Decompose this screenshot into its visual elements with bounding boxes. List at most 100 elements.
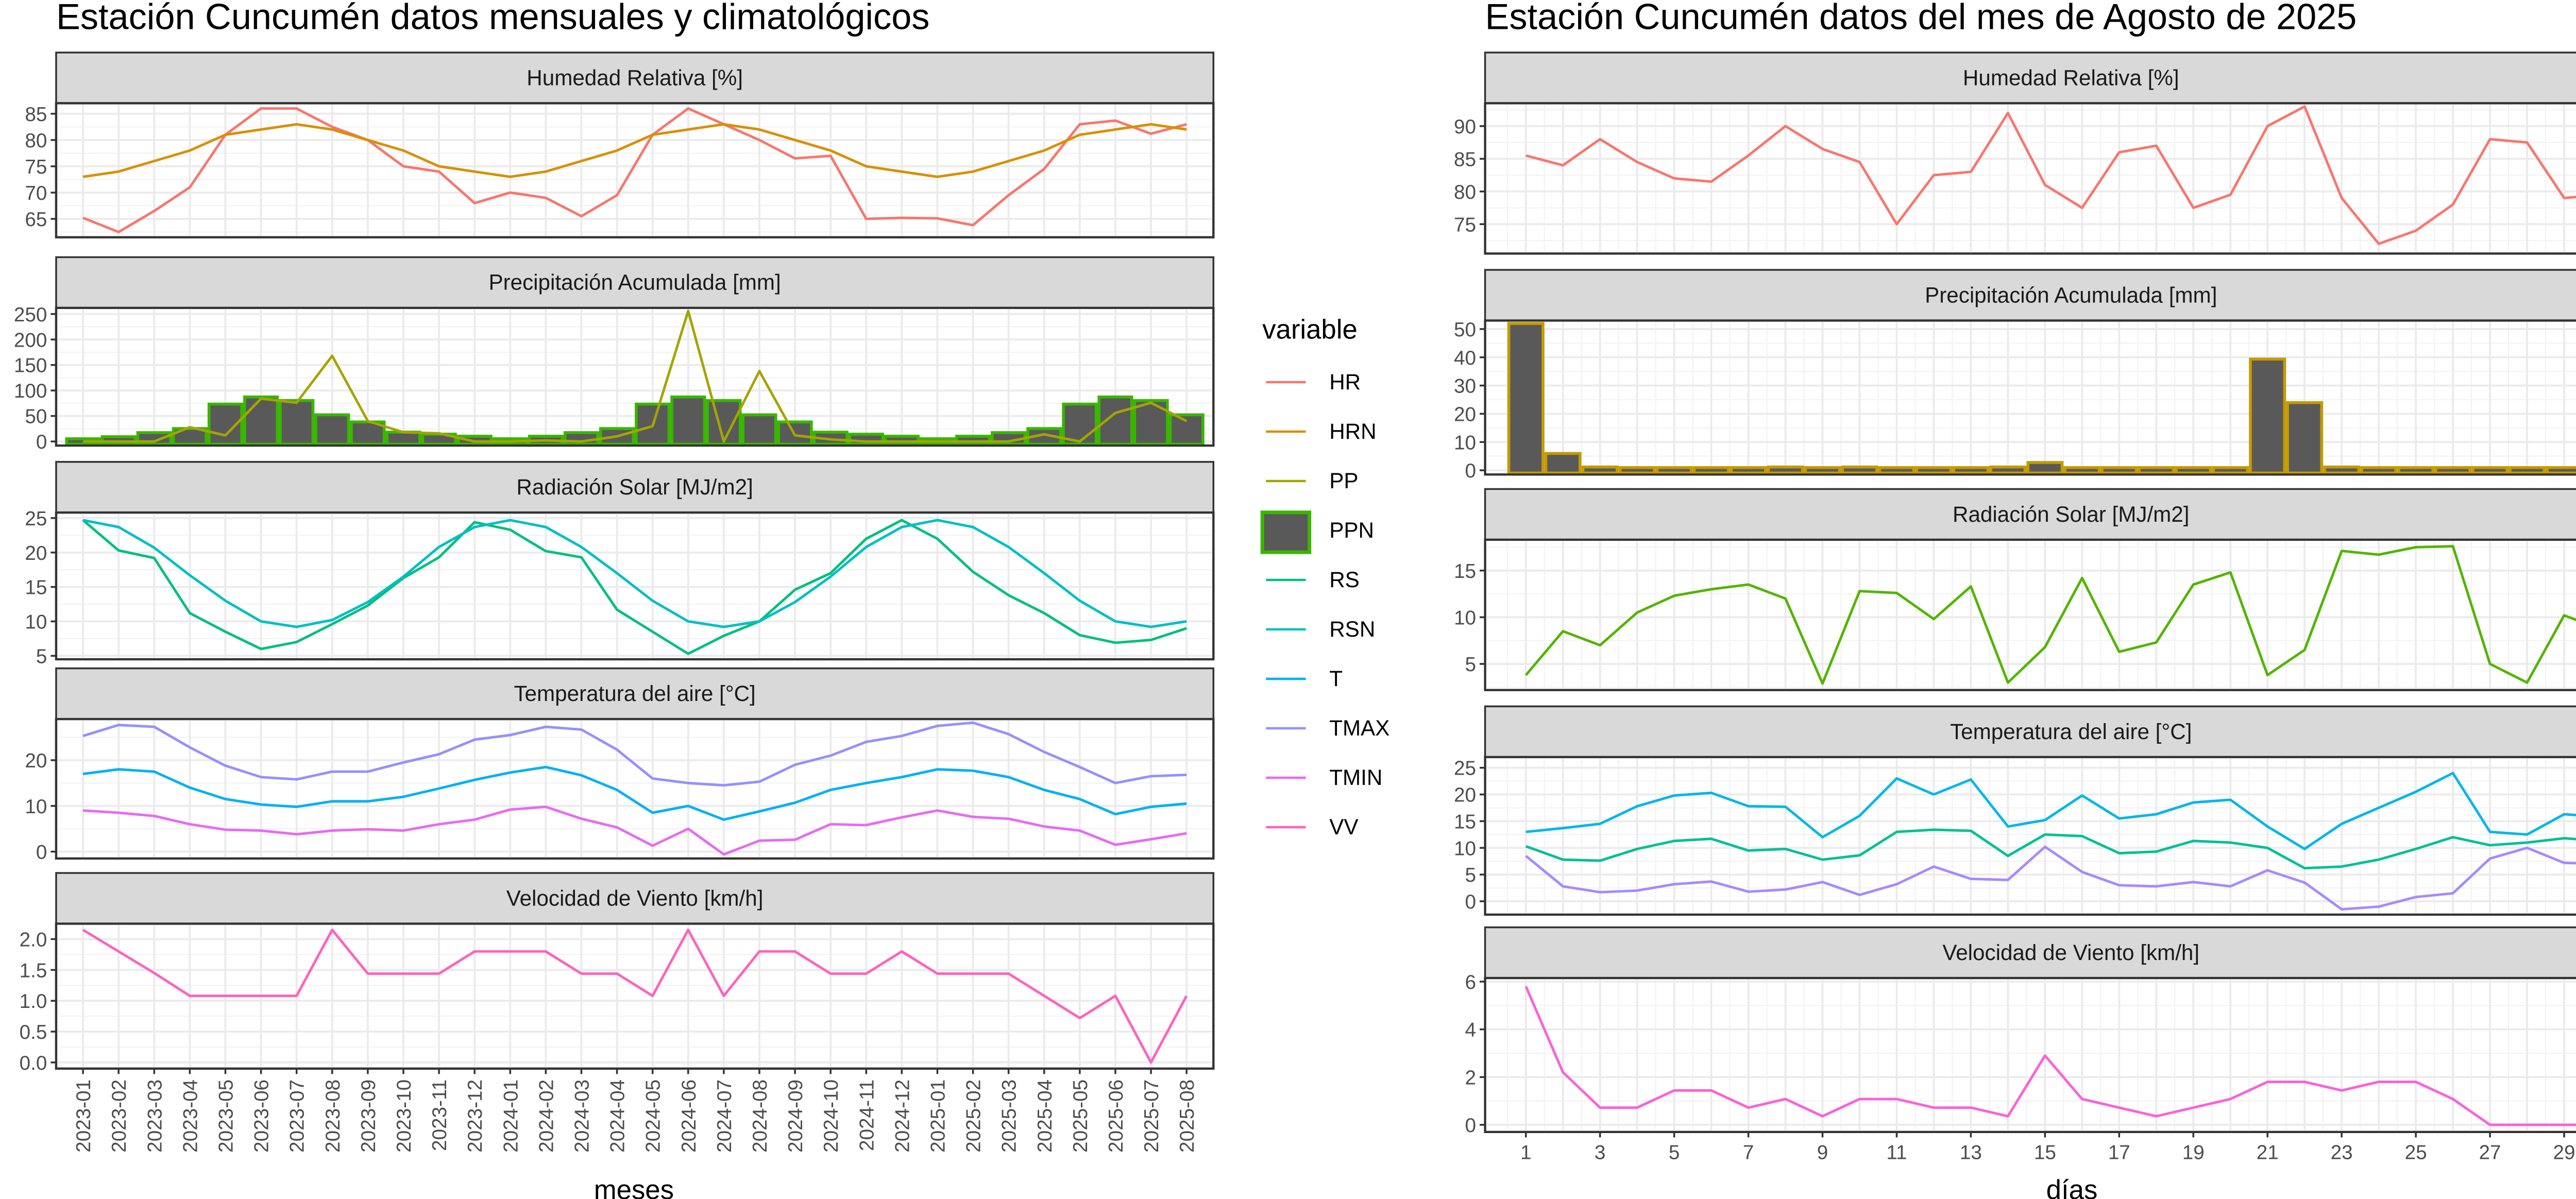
y-tick-label: 25 <box>25 508 47 530</box>
facet-3: Radiación Solar [MJ/m2] 5 10 15 20 25 <box>25 460 1215 667</box>
bar-ppn <box>741 413 777 446</box>
y-tick-label: 100 <box>14 380 47 402</box>
facet-panel-border <box>1484 319 2576 476</box>
line-t <box>82 765 1187 821</box>
facet-strip-label: Precipitación Acumulada [mm] <box>1925 283 2217 307</box>
bar-pp <box>2100 466 2138 475</box>
facet-strip-label: Radiación Solar [MJ/m2] <box>516 475 753 499</box>
x-tick-label: 2023-01 <box>73 1080 95 1153</box>
y-tick-label: 0 <box>36 842 47 864</box>
facet-strip <box>55 460 1215 513</box>
legend-label: RSN <box>1329 617 1375 641</box>
x-tick-label: 2023-02 <box>108 1080 130 1153</box>
bar-pp <box>1507 322 1545 475</box>
facet-panel-border <box>55 102 1215 238</box>
facet-5: Velocidad de Viento [km/h] 0.0 0.5 1.0 1.5 2.… <box>20 872 1215 1153</box>
y-tick-label: 80 <box>1454 181 1476 203</box>
legend-item-rs: RS <box>1266 568 1360 592</box>
facet-panel <box>1484 977 2576 1133</box>
x-tick-label: 2024-03 <box>571 1080 594 1153</box>
y-tick-label: 0 <box>1465 460 1476 482</box>
line-t <box>1525 828 2576 870</box>
bar-pp <box>2397 466 2435 475</box>
bar-pp <box>2175 466 2212 475</box>
y-tick-label: 10 <box>1454 607 1476 629</box>
daily-chart: Estación Cuncumén datos del mes de Agost… <box>1454 0 2576 1199</box>
facet-strip-label: Velocidad de Viento [km/h] <box>1942 940 2199 965</box>
x-tick-label: 13 <box>1960 1142 1982 1164</box>
x-tick-label: 2025-03 <box>998 1080 1021 1153</box>
y-tick-label: 10 <box>1454 837 1476 860</box>
x-tick-label: 2024-05 <box>642 1080 665 1153</box>
bar-pp <box>1804 466 1841 475</box>
bar-pp <box>2323 465 2361 475</box>
x-tick-label: 25 <box>2405 1142 2427 1164</box>
x-tick-label: 2024-09 <box>785 1080 807 1153</box>
y-tick-label: 70 <box>25 182 47 204</box>
bar-ppn <box>279 399 315 446</box>
legend-label: T <box>1329 666 1343 691</box>
x-tick-label: 2025-04 <box>1034 1080 1056 1153</box>
legend-label: TMIN <box>1329 765 1382 790</box>
x-tick-label: 5 <box>1669 1142 1680 1164</box>
y-tick-label: 30 <box>1454 375 1476 398</box>
legend-label: VV <box>1329 815 1358 839</box>
y-tick-label: 5 <box>1465 654 1476 676</box>
legend-label: RS <box>1329 568 1360 592</box>
facet-4: Temperatura del aire [°C] 0 5 10 15 20 25 <box>1454 705 2576 916</box>
bar-pp <box>1544 452 1582 475</box>
legend-label: HRN <box>1329 419 1376 443</box>
y-tick-label: 0 <box>36 431 47 453</box>
y-tick-label: 10 <box>25 611 47 633</box>
facet-2: Precipitación Acumulada [mm] 0 50 100 150 200… <box>14 256 1215 453</box>
facet-strip <box>1484 926 2576 979</box>
bar-pp <box>1692 466 1730 475</box>
daily-chart-title: Estación Cuncumén datos del mes de Agost… <box>1485 0 2357 37</box>
legend-item-rsn: RSN <box>1266 617 1375 641</box>
x-tick-label: 2025-01 <box>927 1080 950 1153</box>
bar-pp <box>2434 466 2472 475</box>
x-tick-label: 11 <box>1886 1142 1907 1164</box>
facet-strip-label: Temperatura del aire [°C] <box>514 681 755 706</box>
y-tick-label: 0.0 <box>20 1052 47 1074</box>
bar-pp <box>2286 401 2324 475</box>
bar-pp <box>1655 466 1693 475</box>
facet-2: Precipitación Acumulada [mm] 0 10 20 30 40 50 <box>1454 269 2576 482</box>
x-tick-label: 2023-07 <box>286 1080 309 1153</box>
y-tick-label: 15 <box>1454 560 1476 583</box>
x-tick-label: 2023-08 <box>322 1080 344 1153</box>
facet-panel-border <box>1484 538 2576 691</box>
bar-pp <box>1878 466 1916 475</box>
y-tick-label: 90 <box>1454 116 1476 138</box>
x-tick-label: 15 <box>2034 1142 2056 1164</box>
y-tick-label: 25 <box>1454 758 1476 780</box>
legend-item-pp: PP <box>1266 469 1359 493</box>
y-tick-label: 50 <box>25 406 47 428</box>
facet-strip <box>55 256 1215 309</box>
facet-4: Temperatura del aire [°C] 0 10 20 <box>25 667 1215 864</box>
x-tick-label: 17 <box>2108 1142 2130 1164</box>
x-tick-label: 2023-04 <box>179 1080 201 1153</box>
x-tick-label: 2024-12 <box>891 1080 913 1153</box>
facet-strip <box>1484 52 2576 105</box>
legend-item-vv: VV <box>1266 815 1359 839</box>
facet-strip-label: Temperatura del aire [°C] <box>1950 720 2192 744</box>
facet-panel-border <box>55 922 1215 1070</box>
x-tick-label: 2024-01 <box>500 1080 522 1153</box>
y-tick-label: 2.0 <box>20 929 47 951</box>
bar-pp <box>1618 466 1656 475</box>
y-tick-label: 1.5 <box>20 960 47 982</box>
facet-panel-border <box>1484 756 2576 916</box>
legend-item-tmin: TMIN <box>1266 765 1382 790</box>
legend-title: variable <box>1262 315 1358 345</box>
x-tick-label: 21 <box>2257 1142 2279 1164</box>
monthly-chart-title: Estación Cuncumén datos mensuales y clim… <box>56 0 929 37</box>
x-tick-label: 2024-08 <box>749 1080 771 1153</box>
line-tmax <box>1526 772 2576 850</box>
bar-pp <box>2026 461 2064 475</box>
legend-item-hrn: HRN <box>1266 419 1377 443</box>
bar-pp <box>2360 466 2398 475</box>
x-tick-label: 2024-04 <box>607 1080 629 1153</box>
facet-strip <box>1484 705 2576 758</box>
